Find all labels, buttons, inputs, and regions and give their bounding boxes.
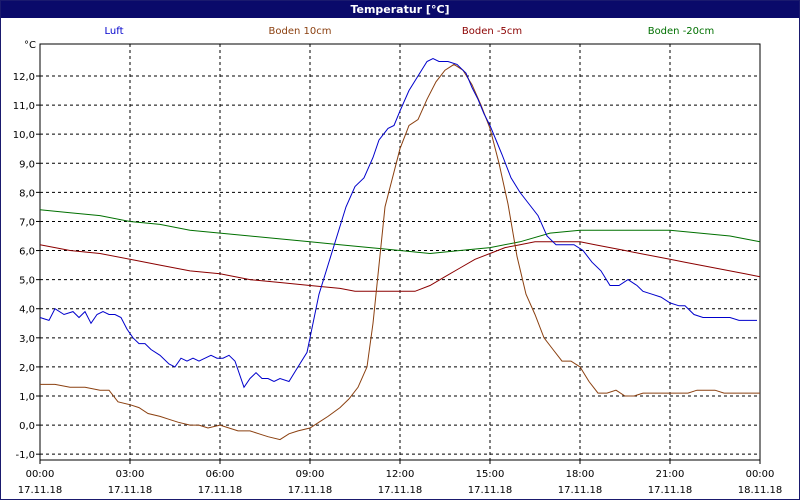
x-tick-date-label: 17.11.18 <box>108 485 153 496</box>
axis-labels: -1,0 0,0 1,0 2,0 3,0 4,0 5,0 6,0 7,0 8,0 9,0 10,0 11… <box>13 72 783 496</box>
series-line-boden-5cm <box>39 241 761 292</box>
series-lines <box>39 57 761 441</box>
x-tick-time-label: 15:00 <box>476 469 505 480</box>
x-tick-date-label: 17.11.18 <box>468 485 513 496</box>
legend-entry: Boden -5cm <box>462 26 522 37</box>
x-tick-date-label: 17.11.18 <box>198 485 243 496</box>
x-tick-time-label: 00:00 <box>746 469 775 480</box>
x-tick-date-label: 17.11.18 <box>558 485 603 496</box>
y-tick-label: 11,0 <box>13 101 35 112</box>
x-tick-time-label: 09:00 <box>296 469 325 480</box>
x-tick-time-label: 06:00 <box>206 469 235 480</box>
x-tick-date-label: 17.11.18 <box>648 485 693 496</box>
series-line-luft <box>39 57 757 389</box>
x-tick-date-label: 18.11.18 <box>738 485 783 496</box>
y-tick-label: 1,0 <box>19 392 35 403</box>
window-title: Temperatur [°C] <box>1 1 799 18</box>
y-tick-label: 7,0 <box>19 217 35 228</box>
x-tick-time-label: 18:00 <box>566 469 595 480</box>
legend-entry: Luft <box>105 26 124 37</box>
legend-entry: Boden 10cm <box>269 26 332 37</box>
y-tick-label: 4,0 <box>19 305 35 316</box>
y-tick-label: 0,0 <box>19 421 35 432</box>
x-tick-time-label: 12:00 <box>386 469 415 480</box>
y-tick-label: 3,0 <box>19 334 35 345</box>
y-tick-label: 8,0 <box>19 188 35 199</box>
y-tick-label: 6,0 <box>19 247 35 258</box>
x-tick-date-label: 17.11.18 <box>378 485 423 496</box>
x-tick-date-label: 17.11.18 <box>18 485 63 496</box>
y-tick-label: 2,0 <box>19 363 35 374</box>
y-tick-label: 10,0 <box>13 130 35 141</box>
grid <box>36 44 761 464</box>
y-tick-label: 5,0 <box>19 276 35 287</box>
legend-entry: Boden -20cm <box>648 26 715 37</box>
y-axis-unit-label: °C <box>24 40 36 51</box>
y-tick-label: -1,0 <box>15 450 35 461</box>
legend: Luft Boden 10cm Boden -5cm Boden -20cm <box>105 26 715 37</box>
x-tick-date-label: 17.11.18 <box>288 485 333 496</box>
plot-area <box>39 43 761 461</box>
x-tick-time-label: 00:00 <box>26 469 55 480</box>
x-tick-time-label: 21:00 <box>656 469 685 480</box>
x-tick-time-label: 03:00 <box>116 469 145 480</box>
y-tick-label: 9,0 <box>19 159 35 170</box>
series-line-boden-20cm <box>39 209 761 255</box>
y-tick-label: 12,0 <box>13 72 35 83</box>
series-line-boden-10cm <box>40 63 760 441</box>
